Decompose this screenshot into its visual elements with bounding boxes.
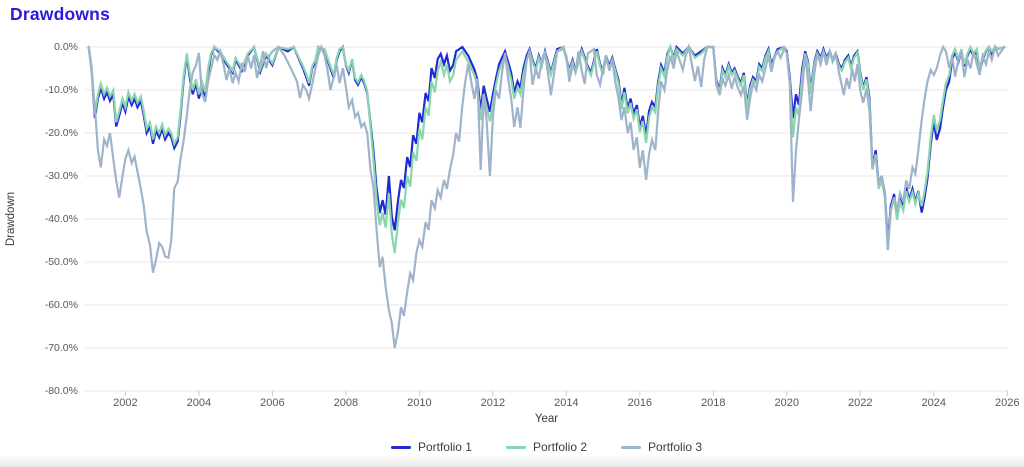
legend-item-portfolio-2[interactable]: Portfolio 2 (505, 440, 588, 454)
legend-swatch-icon (390, 445, 411, 449)
legend-item-portfolio-1[interactable]: Portfolio 1 (390, 440, 472, 454)
series-line-portfolio-3[interactable] (87, 42, 1006, 349)
y-tick-label: -50.0% (44, 256, 78, 268)
legend-label: Portfolio 1 (417, 440, 472, 454)
legend-label: Portfolio 3 (648, 440, 703, 454)
x-tick-label: 2020 (774, 397, 800, 409)
x-tick-label: 2010 (407, 397, 432, 409)
y-axis-title: Drawdown (5, 191, 17, 247)
x-tick-label: 2018 (701, 397, 726, 409)
legend-swatch-icon (505, 445, 526, 449)
x-tick-label: 2024 (921, 397, 946, 409)
y-tick-label: -40.0% (44, 213, 78, 225)
x-tick-label: 2026 (995, 397, 1020, 409)
legend: Portfolio 1 Portfolio 2 Portfolio 3 (85, 440, 1008, 454)
y-tick-label: -10.0% (44, 84, 78, 96)
legend-label: Portfolio 2 (532, 440, 588, 454)
legend-item-portfolio-3[interactable]: Portfolio 3 (621, 440, 702, 454)
x-tick-label: 2004 (186, 397, 212, 409)
x-tick-label: 2006 (260, 397, 285, 409)
y-tick-label: -20.0% (44, 127, 78, 139)
x-tick-label: 2014 (554, 397, 579, 409)
legend-swatch-icon (621, 445, 642, 449)
x-tick-label: 2002 (113, 397, 138, 409)
x-tick-label: 2012 (480, 397, 506, 409)
y-tick-label: -70.0% (44, 342, 78, 354)
x-tick-label: 2016 (627, 397, 653, 409)
y-tick-label: -30.0% (44, 170, 78, 182)
y-tick-label: -60.0% (44, 299, 78, 311)
y-tick-label: 0.0% (54, 41, 78, 53)
x-tick-label: 2008 (333, 397, 359, 409)
y-tick-label: -80.0% (44, 385, 78, 397)
chart-title: Drawdowns (10, 4, 111, 24)
x-axis-title: Year (534, 413, 559, 425)
x-tick-label: 2022 (848, 397, 873, 409)
